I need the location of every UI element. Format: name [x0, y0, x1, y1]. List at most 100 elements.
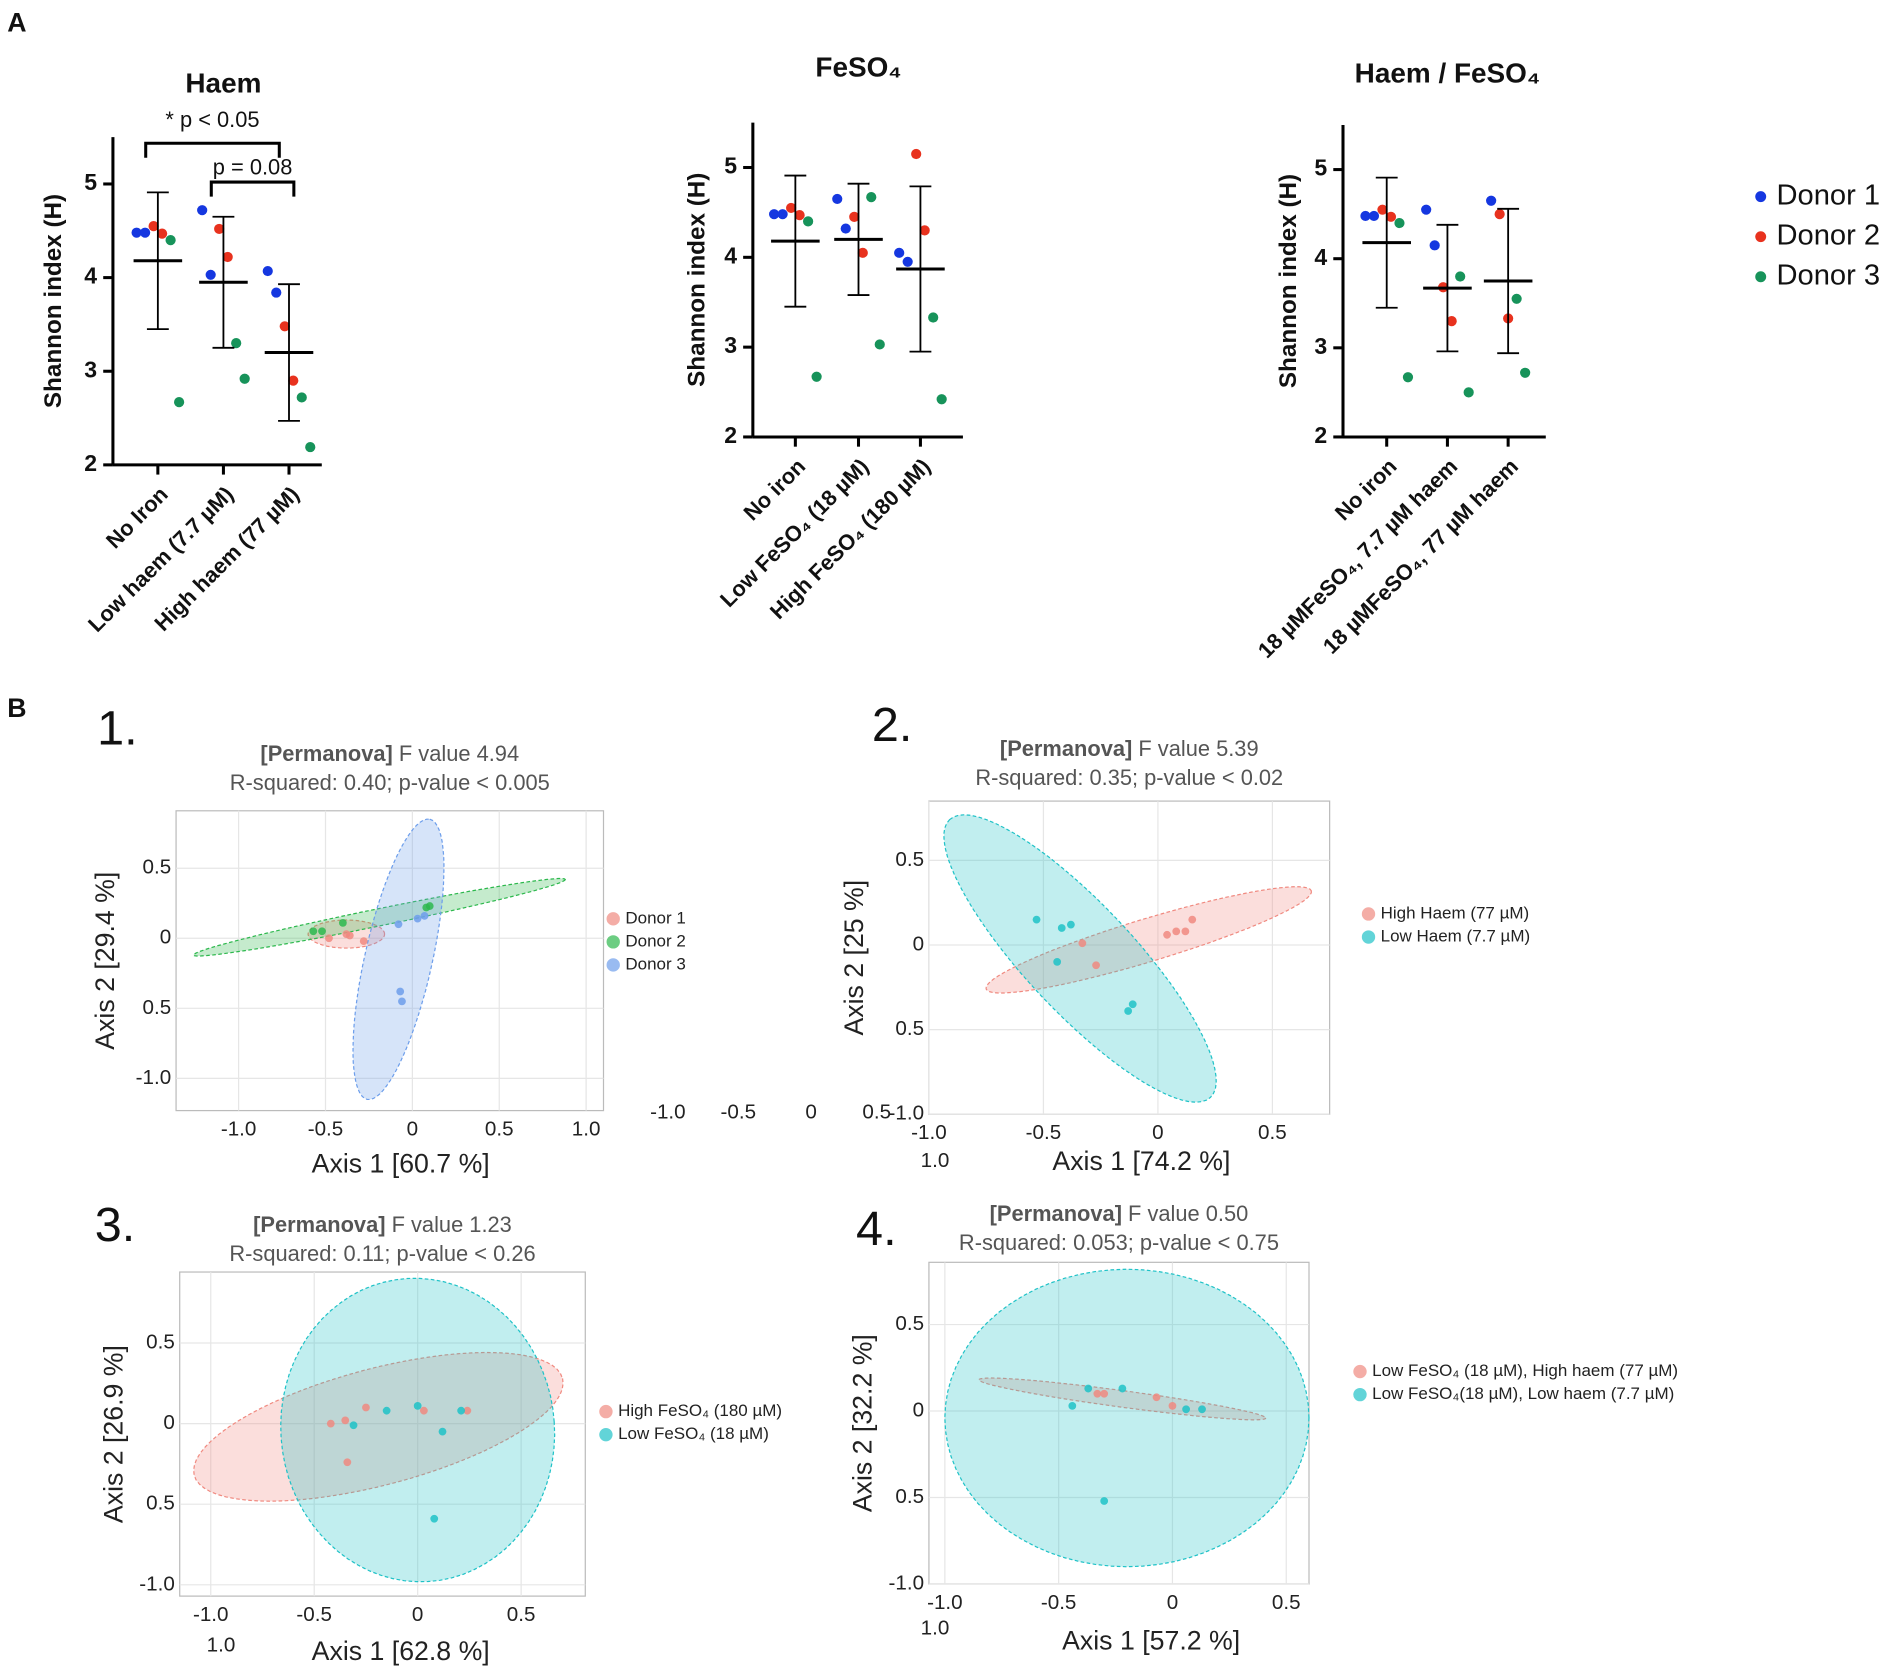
data-point — [342, 930, 351, 938]
legend-label: Low FeSO₄(18 µM), Low haem (7.7 µM) — [1372, 1384, 1674, 1403]
x-axis-label: Axis 1 [62.8 %] — [312, 1636, 490, 1666]
data-point — [1053, 958, 1062, 966]
confidence-ellipse — [944, 1268, 1310, 1568]
data-point — [1385, 211, 1397, 222]
legend-marker — [606, 935, 620, 949]
data-point — [326, 1419, 335, 1428]
legend-marker — [606, 912, 620, 926]
y-axis-label: Axis 2 [26.9 %] — [98, 1345, 128, 1523]
data-point — [1421, 204, 1432, 215]
y-tick-label: 3 — [1314, 333, 1327, 359]
legend-label: Low FeSO₄ (18 µM), High haem (77 µM) — [1372, 1361, 1678, 1380]
chart-title: [Permanova] F value 4.94 — [260, 741, 519, 766]
y-tick-label: 0.5 — [146, 1492, 175, 1515]
annotation: * p < 0.05 — [165, 107, 259, 132]
data-point — [1455, 271, 1466, 282]
data-point — [214, 223, 225, 235]
data-point — [382, 1406, 391, 1415]
data-point — [288, 375, 299, 386]
y-tick-label: 5 — [1314, 155, 1327, 181]
y-tick-label: 0 — [913, 1398, 924, 1421]
x-tick-label: 0.5 — [1258, 1121, 1287, 1144]
data-point — [222, 251, 233, 263]
title-bold: [Permanova] — [990, 1201, 1122, 1226]
data-point — [438, 1427, 447, 1436]
data-point — [849, 211, 860, 222]
data-point — [866, 192, 877, 203]
y-tick-label: 0.5 — [895, 1312, 924, 1335]
chart-title: [Permanova] F value 5.39 — [1000, 736, 1259, 761]
panel-number: 3. — [95, 1198, 136, 1252]
y-tick-label: 5 — [724, 153, 737, 179]
chart-title: [Permanova] F value 0.50 — [990, 1201, 1249, 1226]
x-tick-label: -0.5 — [1026, 1121, 1062, 1144]
x-tick-label: -1.0 — [221, 1117, 257, 1140]
y-tick-label: 2 — [84, 450, 97, 476]
data-point — [840, 223, 851, 234]
title-bold: [Permanova] — [1000, 736, 1132, 761]
data-point — [197, 205, 208, 216]
data-point — [1032, 915, 1041, 924]
legend-marker — [1755, 191, 1767, 203]
stray-tick-label: 1.0 — [921, 1149, 950, 1172]
data-point — [1511, 293, 1522, 304]
x-tick-label: -1.0 — [911, 1121, 947, 1144]
significance-bracket — [144, 141, 281, 158]
data-point — [296, 392, 307, 403]
data-point — [857, 247, 868, 258]
data-point — [1057, 924, 1066, 932]
data-point — [1100, 1389, 1109, 1398]
data-point — [396, 987, 405, 996]
data-point — [928, 312, 939, 323]
legend-label: Low FeSO₄ (18 µM) — [618, 1424, 769, 1443]
confidence-ellipse — [280, 1277, 556, 1583]
data-point — [811, 371, 822, 382]
y-tick-label: -1.0 — [136, 1066, 172, 1089]
data-point — [362, 1403, 370, 1412]
chart-title: FeSO₄ — [815, 52, 901, 83]
y-tick-label: 5 — [84, 169, 97, 195]
data-point — [1093, 1389, 1102, 1398]
data-point — [1092, 961, 1100, 970]
x-tick-label: 0 — [1167, 1591, 1178, 1614]
y-tick-label: -1.0 — [889, 1102, 925, 1125]
y-tick-label: -1.0 — [889, 1571, 925, 1594]
plot-area — [179, 1271, 586, 1597]
data-point — [1181, 927, 1190, 936]
data-point — [902, 256, 913, 267]
x-tick-label: 0.5 — [1272, 1591, 1301, 1614]
data-point — [205, 269, 216, 280]
y-tick-label: 2 — [1314, 422, 1327, 448]
x-axis-label: Axis 1 [57.2 %] — [1062, 1625, 1240, 1655]
chart-subtitle: R-squared: 0.053; p-value < 0.75 — [959, 1230, 1279, 1255]
confidence-ellipse — [192, 877, 567, 957]
y-axis-label: Shannon index (H) — [40, 194, 67, 408]
data-point — [271, 287, 282, 298]
data-point — [157, 228, 168, 239]
data-point — [1128, 1000, 1137, 1009]
chart-subtitle: R-squared: 0.40; p-value < 0.005 — [230, 770, 550, 795]
x-tick-label: 0 — [412, 1603, 423, 1626]
y-axis-label: Shannon index (H) — [1275, 174, 1302, 388]
legend-marker — [1361, 907, 1376, 921]
data-point — [231, 338, 242, 349]
panel-number: 2. — [872, 698, 913, 752]
significance-bracket — [209, 180, 296, 197]
data-point — [1486, 195, 1497, 206]
confidence-ellipse — [985, 886, 1312, 994]
y-tick-label: -1.0 — [139, 1572, 175, 1595]
data-point — [325, 934, 333, 943]
legend-label: Donor 1 — [625, 908, 685, 927]
y-tick-label: 0 — [913, 932, 924, 955]
data-point — [349, 1421, 358, 1430]
stray-tick-label: 0.5 — [862, 1100, 891, 1123]
data-point — [1520, 367, 1531, 378]
legend-label: Donor 2 — [625, 931, 685, 950]
panel-label: B — [7, 693, 26, 723]
data-point — [1118, 1384, 1127, 1393]
data-point — [318, 927, 326, 936]
y-tick-label: 0.5 — [143, 996, 172, 1019]
legend-marker — [1755, 271, 1767, 283]
data-point — [1100, 1497, 1109, 1505]
chart-title: [Permanova] F value 1.23 — [253, 1212, 512, 1237]
